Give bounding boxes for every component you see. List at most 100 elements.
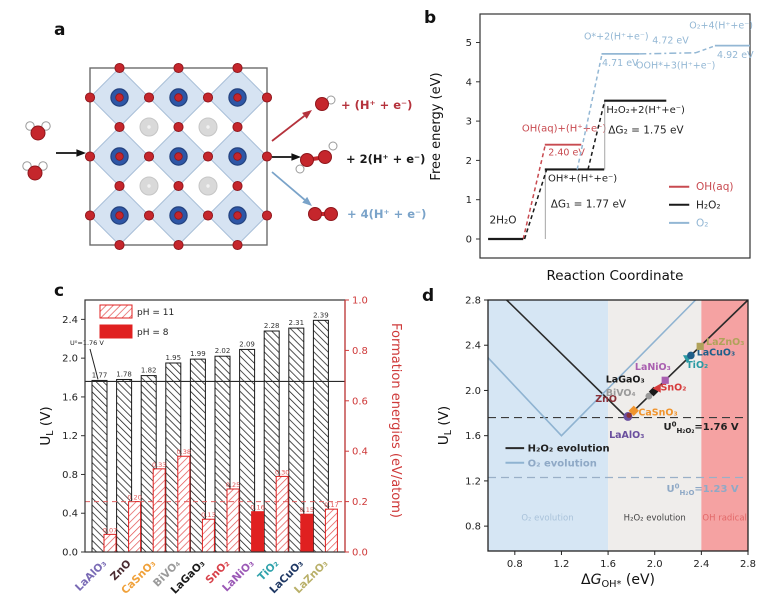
right-tick-label: 0.0	[352, 548, 368, 559]
hydrogen-atom-icon	[22, 161, 32, 171]
point-label-CaSnO₃: CaSnO₃	[638, 407, 677, 418]
x-tick-label: 2.0	[647, 559, 663, 570]
b-site-core-icon	[174, 93, 183, 102]
hydrogen-atom-icon	[25, 121, 35, 131]
transition-dashed	[523, 169, 548, 240]
left-tick-label: 1.2	[62, 431, 78, 442]
x-tick-label: 0.8	[507, 559, 523, 570]
y-tick-label: 0	[466, 235, 472, 246]
water-molecules-icon	[22, 121, 51, 181]
b-site-core-icon	[115, 152, 124, 161]
b-site-core-icon	[174, 152, 183, 161]
left-tick-label: 0.0	[62, 548, 78, 559]
oxygen-atom-icon	[143, 92, 155, 103]
level-label: 2.40 eV	[548, 148, 585, 159]
legend-label-1: O₂ evolution	[528, 458, 597, 469]
oxygen-atom-icon	[300, 153, 314, 167]
formation-bar-CaSnO₃	[152, 468, 166, 553]
right-tick-label: 0.6	[352, 396, 368, 407]
panel-a-crystal-diagram: + (H⁺ + e⁻) + 2(H⁺ + e⁻) + 4(H⁺ + e⁻)	[22, 62, 426, 251]
y-tick-label: 5	[466, 38, 472, 49]
h2o2-product-label: + 2(H⁺ + e⁻)	[346, 152, 425, 166]
transition-dashdot	[639, 51, 697, 55]
oxygen-atom-icon	[232, 180, 243, 192]
region-2	[701, 300, 748, 551]
panel-c-bar-chart: 1.77 1.78 1.82 1.95 1.99 2.02 2.09 2.28 2.31 2.39…	[38, 296, 403, 597]
oxygen-atom-icon	[261, 210, 273, 221]
point-label-LaCuO₃: LaCuO₃	[697, 347, 735, 358]
oh-path-arrow-icon-head	[302, 110, 312, 119]
level-label: 4.71 eV	[602, 58, 639, 69]
point-label-SnO₂: SnO₂	[661, 382, 687, 393]
input-arrow-icon-head	[76, 149, 86, 157]
transition-dashed	[576, 53, 603, 170]
hline-label-0: U0H₂O₂=1.76 V	[663, 421, 738, 436]
ul-value-label: 1.77	[92, 371, 108, 379]
level-label: 2H₂O	[489, 214, 516, 226]
right-tick-label: 0.2	[352, 497, 368, 508]
left-tick-label: 2.0	[62, 354, 78, 365]
right-tick-label: 1.0	[352, 296, 368, 307]
point-label-LaGaO₃: LaGaO₃	[606, 375, 645, 386]
o2-path-arrow-icon-head	[302, 196, 312, 206]
oxygen-atom-icon	[30, 125, 46, 141]
y-axis-title: Free energy (eV)	[429, 72, 444, 180]
legend-label: OH(aq)	[696, 181, 733, 193]
formation-value-label: 0.07	[103, 526, 117, 534]
left-tick-label: 1.6	[62, 392, 78, 403]
right-tick-label: 0.8	[352, 346, 368, 357]
formation-value-label: 0.30	[275, 468, 289, 476]
formation-value-label: 0.13	[201, 511, 215, 519]
formation-bar-ZnO	[128, 501, 142, 553]
point-ZnO	[626, 412, 632, 418]
right-axis-title: Formation energies (eV/atom)	[388, 323, 403, 518]
point-label-LaAlO₃: LaAlO₃	[609, 430, 644, 441]
oxygen-atom-icon	[202, 210, 214, 221]
y-tick-label: 1.6	[465, 431, 481, 442]
formation-value-label: 0.38	[177, 448, 191, 456]
oxygen-atom-icon	[308, 207, 322, 221]
formation-bar-LaZnO₃	[324, 508, 338, 553]
panel-d-volcano-plot: U0H₂O₂=1.76 V U0H₂O=1.23 V LaAlO₃ ZnO CaSnO₃…	[436, 296, 756, 591]
oxygen-atom-icon	[114, 62, 125, 74]
hline-label-1: U0H₂O=1.23 V	[667, 483, 739, 498]
u0-pointer-line	[89, 348, 99, 380]
y-tick-label: 1	[466, 195, 472, 206]
oxygen-atom-icon	[232, 62, 243, 74]
y-tick-label: 3	[466, 117, 472, 128]
transition-dashed	[695, 44, 716, 54]
legend-label: O₂	[696, 217, 708, 229]
x-tick-label: 2.8	[740, 559, 756, 570]
a-site-highlight	[147, 125, 151, 129]
h2o2-path-arrow-icon-head	[291, 153, 301, 161]
b-site-core-icon	[233, 211, 242, 220]
oh-path-arrow-icon	[271, 115, 305, 142]
formation-bar-LaGaO₃	[201, 518, 215, 553]
formation-bar-LaNiO₃	[251, 511, 265, 553]
point-label-BiVO₄: BiVO₄	[606, 388, 636, 399]
x-tick-label: 1.2	[553, 559, 569, 570]
hydrogen-atom-icon	[38, 161, 48, 171]
panel-b-free-energy-chart: 0 1 2 3 4 5 OH(aq)+(H⁺+e⁻) 2.40 eV 2H₂O OH*+(H⁺+e…	[429, 13, 754, 284]
oxygen-atom-icon	[114, 121, 125, 133]
legend-swatch-hatched-icon	[99, 304, 133, 319]
y-tick-label: 2.8	[465, 296, 481, 307]
oxygen-atom-icon	[173, 121, 184, 133]
oxygen-atom-icon	[202, 92, 214, 103]
oxygen-atom-icon	[173, 239, 184, 251]
point-label-TiO₂: TiO₂	[686, 360, 708, 371]
level-label: 4.92 eV	[717, 50, 754, 61]
oxygen-atom-icon	[173, 62, 184, 74]
volcano-line-1	[487, 299, 697, 437]
transition-dashed	[587, 100, 606, 170]
y-tick-label: 2	[466, 156, 472, 167]
ul-value-label: 2.09	[239, 340, 255, 348]
ul-value-label: 1.99	[190, 350, 206, 358]
panel-c-label: c	[54, 281, 65, 301]
left-axis-title: UL (V)	[38, 406, 56, 445]
h2o2-molecule-icon	[295, 141, 338, 174]
ul-value-label: 2.39	[313, 311, 329, 319]
b-site-core-icon	[233, 152, 242, 161]
oxygen-atom-icon	[324, 207, 338, 221]
category-label-LaAlO₃: LaAlO₃	[73, 557, 109, 593]
